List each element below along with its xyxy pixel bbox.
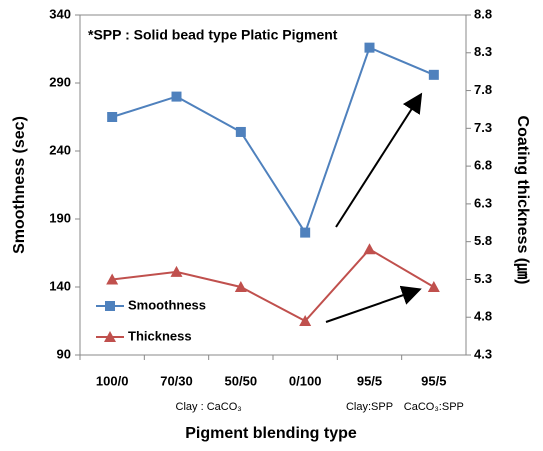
legend-marker	[104, 331, 116, 342]
data-point	[234, 281, 247, 292]
y2-tick-label: 4.3	[474, 346, 492, 361]
y2-tick-label: 5.3	[474, 271, 492, 286]
data-point	[364, 42, 375, 53]
legend-label: Thickness	[128, 328, 192, 343]
y2-tick-label: 8.8	[474, 6, 492, 21]
y2-tick-label: 5.8	[474, 233, 492, 248]
x-tick-label: 50/50	[225, 373, 258, 388]
series-line	[112, 247, 435, 323]
y2-tick-label: 6.3	[474, 195, 492, 210]
annotation: *SPP : Solid bead type Platic Pigment	[88, 27, 338, 43]
data-point	[299, 315, 312, 326]
data-point	[235, 126, 246, 137]
y-tick-label: 90	[57, 346, 71, 361]
data-point	[427, 281, 440, 292]
series-line	[111, 46, 435, 235]
arrow	[335, 92, 423, 228]
y-tick-label: 240	[49, 142, 71, 157]
data-point	[106, 273, 119, 285]
x-tick-label: 95/5	[357, 373, 382, 388]
x-tick-label: 95/5	[421, 373, 446, 388]
x-group-label: CaCO₃:SPP	[404, 401, 464, 413]
x-axis-label: Pigment blending type	[185, 425, 357, 442]
arrow	[325, 285, 422, 323]
legend-marker	[105, 301, 115, 311]
data-point	[428, 69, 439, 80]
data-point	[363, 243, 376, 255]
y2-tick-label: 6.8	[474, 158, 492, 173]
data-point	[170, 265, 183, 277]
y-axis-label: Smoothness (sec)	[11, 116, 28, 254]
x-tick-label: 100/0	[96, 373, 129, 388]
y2-axis-label: Coating thickness (㎛)	[513, 116, 531, 285]
y-tick-label: 190	[49, 210, 71, 225]
y-tick-label: 340	[49, 6, 71, 21]
y2-tick-label: 7.8	[474, 82, 492, 97]
y-tick-label: 290	[49, 74, 71, 89]
y2-tick-label: 8.3	[474, 44, 492, 59]
y2-tick-label: 4.8	[474, 309, 492, 324]
x-tick-label: 0/100	[289, 373, 322, 388]
data-point	[107, 112, 118, 122]
data-point	[171, 91, 182, 102]
x-group-label: Clay:SPP	[346, 401, 393, 413]
legend-label: Smoothness	[128, 297, 206, 312]
data-point	[300, 227, 311, 238]
x-tick-label: 70/30	[160, 373, 193, 388]
y-tick-label: 140	[49, 278, 71, 293]
y2-tick-label: 7.3	[474, 120, 492, 135]
x-group-label: Clay : CaCO₃	[176, 401, 242, 413]
